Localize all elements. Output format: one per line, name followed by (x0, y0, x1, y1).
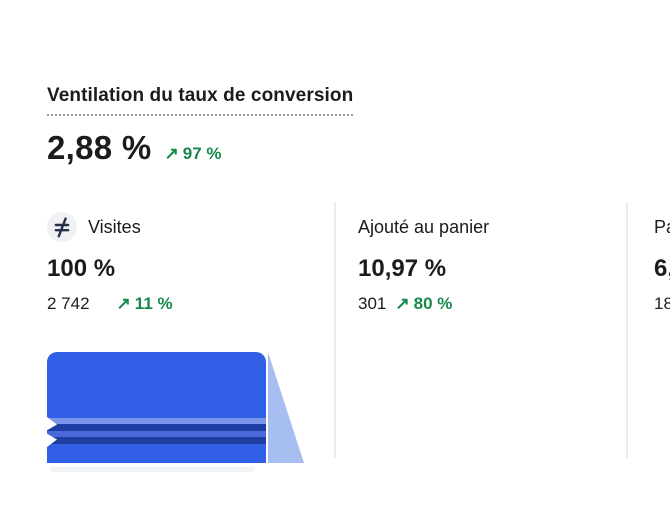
step-header: Visites (47, 212, 317, 242)
conversion-rate-delta-value: 97 % (182, 144, 222, 163)
step-percent: 100 % (47, 255, 116, 282)
overall-metric: 2,88 % ↗ 97 % (47, 129, 222, 167)
funnel-step-ajoute-au-panier: Ajouté au panier 10,97 % 301 ↗ 80 % (358, 212, 613, 314)
axis-break-stripe (47, 418, 266, 424)
conversion-rate-delta: ↗ 97 % (165, 144, 222, 164)
axis-break-stripe (47, 431, 266, 437)
step-delta-value: 11 % (134, 294, 173, 313)
step-label: Ajouté au panier (358, 217, 490, 237)
step-stats: 301 ↗ 80 % (358, 293, 613, 314)
skeleton-line (50, 467, 255, 472)
trend-up-icon: ↗ (116, 294, 131, 313)
axis-break-notch (44, 417, 57, 447)
step-delta: ↗ 11 % (117, 293, 173, 314)
step-header: Ajouté au panier (358, 212, 613, 242)
step-delta-value: 80 % (413, 294, 453, 313)
funnel-step-visites: Visites 100 % 2 742 ↗ 11 % (47, 212, 317, 314)
step-stats: 18 (654, 293, 670, 314)
axis-break-stripe (47, 437, 266, 444)
axis-break-stripe (47, 424, 266, 431)
card-title[interactable]: Ventilation du taux de conversion (47, 84, 354, 116)
funnel-connector-triangle (268, 352, 304, 463)
trend-up-icon: ↗ (164, 144, 179, 163)
step-label: Visites (88, 217, 141, 237)
funnel-step-clipped: Pa 6, 18 (654, 212, 670, 314)
trend-up-icon: ↗ (395, 294, 410, 313)
visits-icon (47, 212, 77, 242)
step-count: 2 742 (47, 294, 90, 313)
step-delta: ↗ 80 % (395, 293, 452, 314)
step-count: 301 (358, 294, 387, 313)
step-header: Pa (654, 212, 670, 242)
column-divider (626, 202, 628, 458)
step-count: 18 (654, 294, 670, 313)
step-percent: 6, (654, 255, 670, 282)
step-label: Pa (654, 217, 670, 237)
funnel-bar-visites[interactable] (47, 352, 266, 463)
step-percent: 10,97 % (358, 255, 447, 282)
conversion-rate-value: 2,88 % (47, 129, 152, 166)
column-divider (334, 202, 336, 458)
step-stats: 2 742 ↗ 11 % (47, 293, 317, 314)
